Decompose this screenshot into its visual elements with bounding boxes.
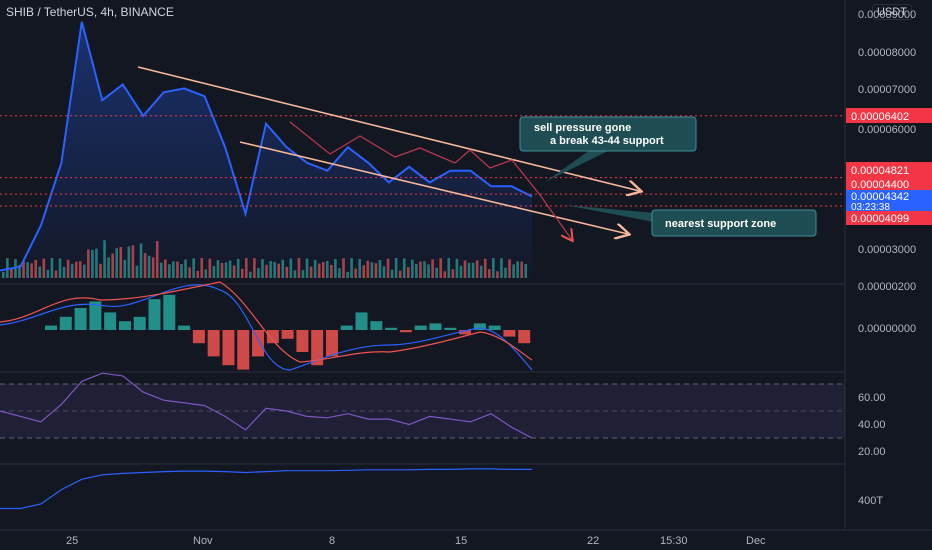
price-axis-label: 0.00008000 [858, 47, 916, 59]
macd-histogram-bar [296, 330, 309, 352]
macd-histogram-bar [104, 312, 117, 330]
price-axis-label: 0.00007000 [858, 84, 916, 96]
macd-histogram-bar [266, 330, 279, 344]
macd-histogram-bar [74, 308, 87, 330]
price-tag-text: 0.00004821 [851, 165, 909, 177]
time-axis-label: 15:30 [660, 535, 688, 547]
macd-histogram-bar [414, 325, 427, 330]
macd-histogram-bar [252, 330, 265, 357]
obv-axis-label: 400T [858, 495, 883, 507]
price-area [0, 21, 532, 280]
price-tag-text: 0.00006402 [851, 111, 909, 123]
price-axis-label: 0.00009000 [858, 9, 916, 21]
macd-histogram-bar [237, 330, 250, 370]
price-tag-4099 [846, 211, 932, 225]
price-tag-text: 0.00004400 [851, 179, 909, 191]
macd-histogram-bar [518, 330, 531, 344]
obv-line [0, 468, 532, 510]
macd-histogram-bar [133, 316, 146, 330]
macd-histogram-bar [355, 312, 368, 330]
callout-text-line2: a break 43-44 support [550, 135, 664, 147]
time-axis-label: 8 [329, 535, 335, 547]
macd-axis-label: 0.00000000 [858, 323, 916, 335]
channel-upper-trendline [137, 66, 640, 191]
rsi-line [0, 372, 533, 439]
macd-histogram-bar [473, 323, 486, 330]
macd-histogram-bar [444, 327, 457, 330]
macd-histogram-bar [192, 330, 205, 344]
macd-histogram-bar [311, 330, 324, 366]
macd-histogram-bar [148, 299, 161, 330]
time-axis-label: 15 [455, 535, 467, 547]
symbol-title: SHIB / TetherUS, 4h, BINANCE [6, 5, 174, 19]
currency-button[interactable]: USDT [872, 4, 912, 20]
callout-pointer [565, 205, 654, 222]
macd-histogram-bar [89, 301, 102, 330]
macd-histogram-bar [488, 325, 501, 330]
callout-sell-pressure [519, 116, 697, 152]
macd-histogram-bar [222, 330, 235, 366]
price-axis-label: 0.00006000 [858, 124, 916, 136]
macd-histogram-bar [459, 330, 472, 335]
macd-histogram-bar [340, 325, 353, 330]
macd-histogram-bar [178, 325, 191, 330]
rsi-axis-label: 20.00 [858, 446, 886, 458]
macd-axis-label: 0.00000200 [858, 281, 916, 293]
price-tag-4400 [846, 176, 932, 191]
time-axis-label: Dec [746, 535, 766, 547]
time-axis-label: 25 [66, 535, 78, 547]
macd-histogram-bar [385, 327, 398, 330]
macd-histogram-bar [207, 330, 220, 357]
callout-support-zone [651, 209, 817, 237]
countdown-text: 03:23:38 [851, 202, 890, 213]
macd-histogram-bar [163, 294, 176, 330]
time-axis-label: Nov [193, 535, 213, 547]
callout-pointer [545, 150, 610, 182]
projection-zigzag [289, 121, 572, 240]
volume-bar [6, 258, 9, 278]
rsi-axis-label: 60.00 [858, 392, 886, 404]
macd-histogram-bar [45, 325, 57, 330]
price-axis-label: 0.00003000 [858, 244, 916, 256]
macd-histogram-bar [429, 323, 442, 330]
price-tag-text: 0.00004099 [851, 213, 909, 225]
macd-histogram-bar [325, 330, 338, 357]
callout-text-line1: sell pressure gone [534, 122, 631, 134]
signal-line [0, 281, 533, 363]
price-line [0, 21, 533, 272]
last-price-tag [846, 190, 932, 212]
channel-lower-trendline [239, 141, 628, 234]
rsi-axis-label: 40.00 [858, 419, 886, 431]
callout-text-support: nearest support zone [665, 218, 776, 230]
time-axis-label: 22 [587, 535, 599, 547]
price-tag-6402 [846, 108, 932, 123]
macd-histogram-bar [281, 330, 294, 339]
macd-histogram-bar [503, 330, 516, 337]
price-tag-text: 0.00004342 [851, 191, 909, 203]
macd-histogram-bar [399, 330, 412, 333]
price-tag-4821 [846, 162, 932, 177]
macd-histogram-bar [370, 321, 383, 330]
macd-line [0, 284, 533, 371]
macd-histogram-bar [59, 316, 72, 330]
macd-histogram-bar [118, 321, 131, 330]
